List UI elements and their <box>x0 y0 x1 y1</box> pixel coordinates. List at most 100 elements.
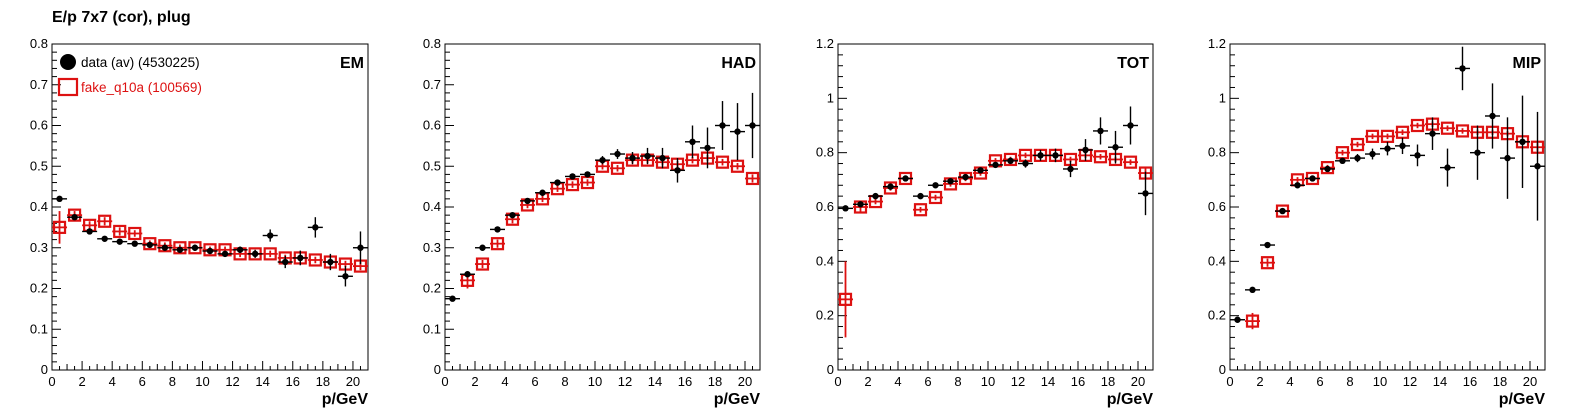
data-marker <box>1384 145 1391 152</box>
data-point <box>322 253 338 271</box>
x-axis-title: p/GeV <box>322 391 369 408</box>
data-point <box>913 192 928 200</box>
data-point <box>352 231 368 265</box>
data-marker <box>1007 157 1014 165</box>
mc-point <box>838 261 853 338</box>
data-marker <box>674 167 681 174</box>
y-tick-label: 0.4 <box>1208 253 1226 268</box>
y-tick-label: 0 <box>827 362 834 377</box>
data-marker <box>917 192 924 200</box>
y-tick-label: 0.8 <box>1208 145 1226 160</box>
legend: data (av) (4530225) fake_q10a (100569) <box>57 54 202 97</box>
data-point <box>1350 154 1365 163</box>
page-title: E/p 7x7 (cor), plug <box>52 9 191 26</box>
mc-marker <box>883 181 898 195</box>
mc-point <box>97 214 113 228</box>
x-tick-label: 20 <box>738 374 752 389</box>
data-marker <box>524 197 531 205</box>
plot-frame <box>837 43 1154 371</box>
mc-point <box>1123 155 1138 169</box>
data-marker <box>599 156 606 164</box>
y-tick-label: 0.6 <box>1208 199 1226 214</box>
data-marker <box>569 173 576 180</box>
data-marker <box>842 205 849 212</box>
data-marker <box>644 152 651 160</box>
data-point <box>625 151 640 165</box>
data-point <box>883 183 898 190</box>
mc-marker <box>745 171 760 186</box>
panel-label: MIP <box>1513 55 1542 72</box>
data-point <box>337 266 353 287</box>
mc-marker <box>1003 152 1018 167</box>
data-marker <box>297 254 304 262</box>
data-marker <box>1474 149 1481 156</box>
x-tick-label: 2 <box>864 374 871 389</box>
mc-marker <box>98 214 112 228</box>
data-marker <box>327 258 334 266</box>
data-point <box>307 217 323 238</box>
y-tick-label: 0.5 <box>423 158 441 173</box>
legend-label: data (av) (4530225) <box>81 55 200 70</box>
x-tick-label: 10 <box>195 374 209 389</box>
x-tick-label: 20 <box>1523 374 1537 389</box>
data-point <box>460 271 475 278</box>
data-marker <box>86 228 93 235</box>
x-tick-label: 2 <box>78 374 85 389</box>
data-marker <box>947 177 954 185</box>
mc-marker <box>913 203 928 217</box>
data-marker <box>1369 150 1376 158</box>
mc-marker <box>143 237 157 251</box>
data-marker <box>1097 127 1104 135</box>
data-point <box>1530 111 1545 221</box>
data-point <box>928 182 943 189</box>
data-marker <box>932 182 939 189</box>
data-marker <box>1324 165 1331 173</box>
panel-label: TOT <box>1117 55 1149 72</box>
x-tick-label: 0 <box>48 374 55 389</box>
mc-marker <box>1365 129 1380 143</box>
x-tick-label: 0 <box>834 374 841 389</box>
x-tick-label: 4 <box>894 374 901 389</box>
y-tick-label: 1.2 <box>816 36 834 51</box>
data-point <box>520 197 535 205</box>
y-tick-label: 0 <box>41 362 48 377</box>
data-point <box>685 125 700 159</box>
data-marker <box>236 246 244 253</box>
mc-point <box>565 177 580 192</box>
x-tick-label: 18 <box>708 374 722 389</box>
x-tick-label: 0 <box>1226 374 1233 389</box>
chart-panel-had: 0 2 4 6 8 10 12 14 16 18 20 0 0.1 0.2 0.3 0.4 0.5 0.6 0.7 0… <box>423 36 761 408</box>
mc-marker <box>490 237 505 251</box>
data-point <box>475 244 490 251</box>
data-point <box>715 101 730 150</box>
data-point <box>1003 157 1018 165</box>
data-point <box>1290 182 1305 189</box>
mc-marker <box>1350 137 1365 152</box>
data-point <box>247 249 263 258</box>
data-point <box>142 241 158 249</box>
data-point <box>127 240 143 247</box>
mc-point <box>1093 150 1108 164</box>
x-tick-label: 14 <box>648 374 662 389</box>
mc-marker <box>1245 314 1260 328</box>
y-tick-label: 0.8 <box>816 145 834 160</box>
mc-marker <box>203 243 217 257</box>
mc-marker <box>128 226 142 241</box>
data-marker <box>1459 65 1466 72</box>
data-point <box>490 226 505 233</box>
data-marker <box>146 241 154 249</box>
data-marker <box>312 224 319 231</box>
mc-point <box>1365 129 1380 143</box>
mc-marker <box>1440 121 1455 135</box>
data-point <box>610 149 625 159</box>
legend-entry: data (av) (4530225) <box>60 54 200 70</box>
mc-marker <box>1093 150 1108 164</box>
x-axis-title: p/GeV <box>1107 391 1154 408</box>
data-point <box>67 213 83 221</box>
mc-point <box>580 175 595 190</box>
data-point <box>505 211 520 219</box>
data-marker <box>1037 152 1044 159</box>
x-tick-label: 12 <box>1403 374 1417 389</box>
x-tick-label: 14 <box>1041 374 1055 389</box>
y-tick-label: 0.7 <box>423 77 441 92</box>
